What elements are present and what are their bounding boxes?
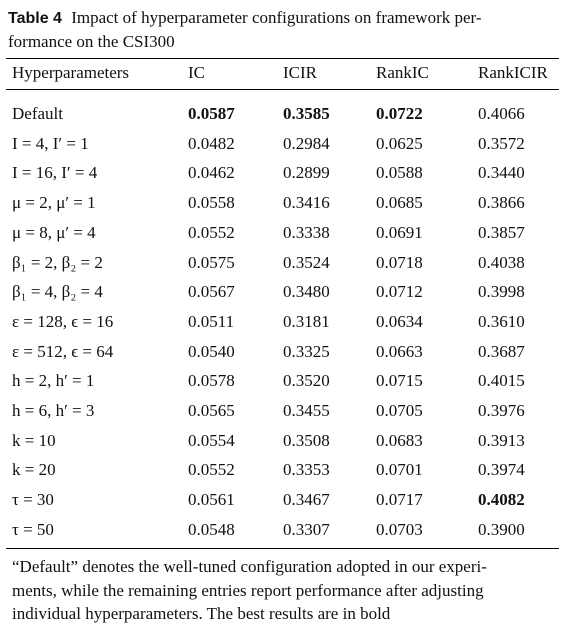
row-label: I = 16, I′ = 4 xyxy=(12,163,98,183)
column-header: ICIR xyxy=(283,63,317,82)
row-label: μ = 2, μ′ = 1 xyxy=(12,193,96,213)
table-cell: 0.3353 xyxy=(283,460,330,480)
table-cell: 0.0565 xyxy=(188,401,235,420)
table-cell: 0.3900 xyxy=(478,519,525,539)
row-label: I = 4, I′ = 1 xyxy=(12,133,89,153)
table-cell: 0.3520 xyxy=(283,371,330,391)
table-cell: 0.3467 xyxy=(283,490,330,510)
table-cell: 0.3998 xyxy=(478,282,525,302)
table-cell: 0.4066 xyxy=(478,104,525,123)
table-cell: 0.3440 xyxy=(478,163,525,183)
table-cell: 0.3974 xyxy=(478,460,525,480)
table-cell: 0.0588 xyxy=(376,163,423,183)
table-cell: 0.3455 xyxy=(283,401,330,420)
row-label: h = 2, h′ = 1 xyxy=(12,371,95,391)
table-cell: 0.0663 xyxy=(376,341,423,361)
footnote-line: ments, while the remaining entries repor… xyxy=(12,580,484,600)
table-cell: 0.0587 xyxy=(188,104,235,123)
column-header: Hyperparameters xyxy=(12,63,130,82)
table-cell: 0.0482 xyxy=(188,133,235,153)
table-cell: 0.3524 xyxy=(283,252,330,272)
table-cell: 0.0683 xyxy=(376,430,423,450)
footnote-line: individual hyperparameters. The best res… xyxy=(12,604,391,623)
table-cell: 0.0722 xyxy=(376,104,423,123)
row-label: k = 20 xyxy=(12,460,56,480)
table-cell: 0.3610 xyxy=(478,311,525,331)
table-cell: 0.0567 xyxy=(188,282,235,302)
table-cell: 0.0511 xyxy=(188,311,235,331)
table-cell: 0.0718 xyxy=(376,252,423,272)
table-cell: 0.0717 xyxy=(376,490,423,510)
row-label: β₁ = 4, β₂ = 4 xyxy=(12,282,103,302)
table-cell: 0.3416 xyxy=(283,193,330,213)
column-header: RankIC xyxy=(376,63,429,82)
table-cell: 0.3181 xyxy=(283,311,330,331)
table-cell: 0.4082 xyxy=(478,490,525,510)
row-label: τ = 30 xyxy=(12,490,54,510)
row-label: ε = 512, ϵ = 64 xyxy=(12,341,114,361)
table-cell: 0.3857 xyxy=(478,222,525,242)
table-cell: 0.0554 xyxy=(188,430,235,450)
table-cell: 0.0703 xyxy=(376,519,423,539)
table-cell: 0.2899 xyxy=(283,163,330,183)
row-label: h = 6, h′ = 3 xyxy=(12,401,95,420)
table-cell: 0.0540 xyxy=(188,341,235,361)
row-label: μ = 8, μ′ = 4 xyxy=(12,222,96,242)
table-cell: 0.0561 xyxy=(188,490,235,510)
table-cell: 0.0691 xyxy=(376,222,423,242)
row-label: k = 10 xyxy=(12,430,56,450)
table-cell: 0.0558 xyxy=(188,193,235,213)
table-cell: 0.3687 xyxy=(478,341,525,361)
table-cell: 0.2984 xyxy=(283,133,330,153)
table-cell: 0.0625 xyxy=(376,133,423,153)
table-cell: 0.3976 xyxy=(478,401,525,420)
table-cell: 0.3325 xyxy=(283,341,330,361)
table-cell: 0.3913 xyxy=(478,430,525,450)
table-cell: 0.3572 xyxy=(478,133,525,153)
column-header: RankICIR xyxy=(478,63,548,82)
table-cell: 0.3480 xyxy=(283,282,330,302)
row-label: ε = 128, ϵ = 16 xyxy=(12,311,114,331)
table-cell: 0.0575 xyxy=(188,252,235,272)
top-rule xyxy=(6,58,559,59)
table-cell: 0.0548 xyxy=(188,519,235,539)
column-header: IC xyxy=(188,63,205,82)
row-label: β₁ = 2, β₂ = 2 xyxy=(12,252,103,272)
caption-text: Impact of hyperparameter configurations … xyxy=(71,8,482,27)
table-cell: 0.0712 xyxy=(376,282,423,302)
table-cell: 0.4038 xyxy=(478,252,525,272)
table-cell: 0.0552 xyxy=(188,222,235,242)
header-rule xyxy=(6,89,559,90)
table-cell: 0.3866 xyxy=(478,193,525,213)
table-cell: 0.0705 xyxy=(376,401,423,420)
table-cell: 0.3585 xyxy=(283,104,330,123)
footnote-line: “Default” denotes the well-tuned configu… xyxy=(12,557,487,576)
table-cell: 0.3508 xyxy=(283,430,330,450)
caption-text: formance on the CSI300 xyxy=(8,32,175,51)
table-cell: 0.0578 xyxy=(188,371,235,391)
table-cell: 0.0701 xyxy=(376,460,423,480)
table-cell: 0.0715 xyxy=(376,371,423,391)
caption-line: Table 4 Impact of hyperparameter configu… xyxy=(8,8,482,29)
row-label: Default xyxy=(12,104,63,123)
bottom-rule xyxy=(6,548,559,549)
caption-label: Table 4 xyxy=(8,10,62,27)
row-label: τ = 50 xyxy=(12,519,54,539)
table-cell: 0.0634 xyxy=(376,311,423,331)
table-cell: 0.3338 xyxy=(283,222,330,242)
table-cell: 0.0462 xyxy=(188,163,235,183)
table-cell: 0.3307 xyxy=(283,519,330,539)
table-cell: 0.0685 xyxy=(376,193,423,213)
table-cell: 0.4015 xyxy=(478,371,525,391)
table-cell: 0.0552 xyxy=(188,460,235,480)
